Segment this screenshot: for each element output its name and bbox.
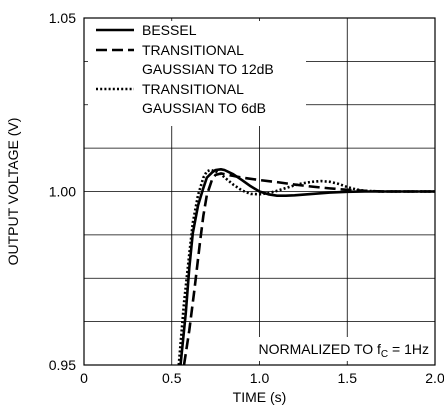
y-tick-label: 0.95 (49, 357, 76, 373)
series-line-2 (182, 172, 435, 365)
annotation-prefix: NORMALIZED TO f (259, 341, 382, 357)
legend-label-3: GAUSSIAN TO 6dB (142, 100, 266, 116)
legend-label-2: GAUSSIAN TO 12dB (142, 61, 274, 77)
annotation-subscript: C (381, 349, 388, 360)
annotation-background (193, 337, 431, 361)
legend: BESSEL TRANSITIONAL GAUSSIAN TO 12dB TRANSI… (88, 21, 306, 126)
normalization-annotation: NORMALIZED TO fC = 1Hz (259, 341, 429, 360)
x-tick-label: 0 (80, 370, 88, 386)
x-tick-label: 1.0 (250, 370, 270, 386)
x-tick-label: 0.5 (162, 370, 182, 386)
series-line-3 (177, 168, 435, 365)
series-line-1 (179, 167, 435, 365)
x-tick-label: 2.0 (425, 370, 444, 386)
legend-label-1: BESSEL (142, 22, 197, 38)
annotation-suffix: = 1Hz (388, 341, 429, 357)
legend-background (88, 21, 306, 126)
x-tick-labels: 0 0.5 1.0 1.5 2.0 (80, 370, 444, 386)
y-tick-label: 1.00 (49, 184, 76, 200)
plot-frame (83, 17, 436, 366)
legend-label-2: TRANSITIONAL (142, 42, 244, 58)
legend-label-3: TRANSITIONAL (142, 81, 244, 97)
x-tick-label: 1.5 (338, 370, 358, 386)
y-axis-title: OUTPUT VOLTAGE (V) (5, 118, 21, 266)
y-tick-label: 1.05 (49, 10, 76, 26)
y-tick-labels: 0.95 1.00 1.05 (49, 10, 76, 373)
series-lines (177, 167, 435, 365)
x-axis-title: TIME (s) (233, 389, 287, 405)
